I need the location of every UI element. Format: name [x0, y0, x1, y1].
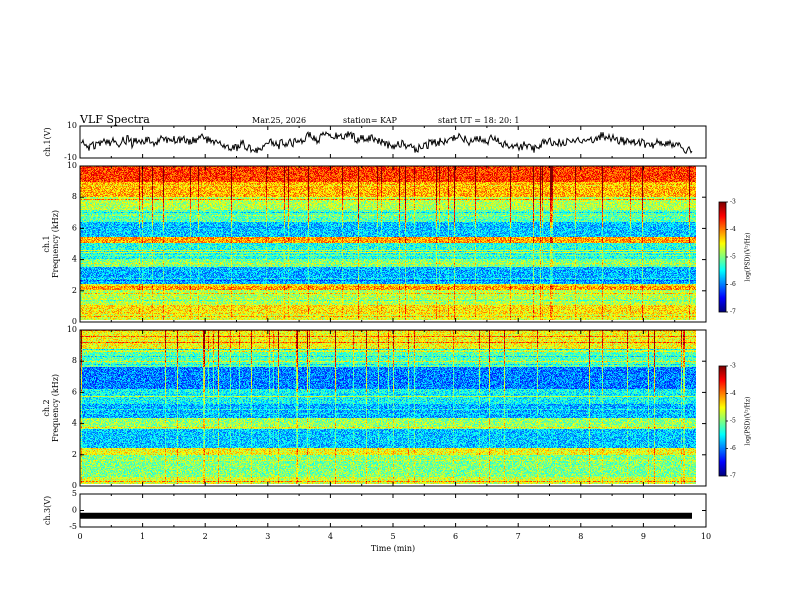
- ch1-spectrogram-ytick-label: 6: [72, 223, 77, 232]
- ch3-waveform-ylabel: ch.3(V): [43, 496, 52, 525]
- ch3-waveform-ytick-label: 0: [72, 506, 77, 515]
- ch2-spectrogram-colorbar-tick-label: -3: [730, 363, 736, 370]
- xtick-label: 7: [516, 532, 521, 541]
- xtick-label: 3: [265, 532, 270, 541]
- ch1-spectrogram-colorbar-label: log(PSD)(V²/Hz): [745, 233, 752, 282]
- xtick-label: 6: [453, 532, 458, 541]
- xtick-label: 1: [140, 532, 145, 541]
- ch1-spectrogram-ytick-label: 4: [72, 255, 77, 264]
- ch2-spectrogram-ytick-label: 4: [72, 419, 77, 428]
- xtick-label: 2: [203, 532, 208, 541]
- ch1-waveform-ytick-label: -10: [64, 153, 77, 162]
- ch3-waveform-ytick-label: 5: [72, 489, 77, 498]
- ch1-spectrogram-ytick-label: 8: [72, 192, 77, 201]
- ch1-spectrogram-colorbar-tick-label: -7: [730, 309, 736, 316]
- ch1-spectrogram-colorbar-tick-label: -4: [730, 226, 736, 233]
- ch2-spectrogram-ytick-label: 10: [67, 325, 77, 334]
- ch1-spectrogram-colorbar-tick-label: -5: [730, 254, 736, 261]
- ch1-spectrogram-ytick-label: 0: [72, 317, 77, 326]
- ch1-colorbar-image: [719, 202, 726, 312]
- ch1-spectrogram-image: [80, 166, 696, 320]
- start-time-label: start UT = 18: 20: 1: [438, 116, 520, 125]
- ch1-waveform-ylabel: ch.1(V): [43, 127, 52, 156]
- ch2-spectrogram-frame: [79, 329, 707, 487]
- xtick-label: 9: [641, 532, 646, 541]
- xaxis-label: Time (min): [371, 544, 415, 553]
- ch2-spectrogram-ytick-label: 0: [72, 481, 77, 490]
- ch1-spectrogram-frame: [79, 165, 707, 323]
- ch2-spectrogram-colorbar-tick-label: -7: [730, 473, 736, 480]
- figure-title: VLF Spectra: [80, 113, 150, 126]
- ch1-spectrogram-ylabel: Frequency (kHz): [51, 210, 60, 278]
- ch1-waveform-ytick-label: 10: [67, 121, 77, 130]
- ch2-spectrogram-ylabel: ch.2: [42, 399, 51, 416]
- xtick-label: 0: [77, 532, 82, 541]
- ch2-spectrogram-colorbar-tick-label: -4: [730, 390, 736, 397]
- ch1-spectrogram-colorbar-frame: [718, 201, 727, 313]
- date-label: Mar.25, 2026: [252, 116, 307, 125]
- xtick-label: 8: [578, 532, 583, 541]
- ch3-waveform-ytick-label: -5: [69, 522, 77, 531]
- xtick-label: 4: [328, 532, 333, 541]
- station-label: station= KAP: [343, 116, 397, 125]
- ch2-spectrogram-colorbar-tick-label: -6: [730, 445, 736, 452]
- ch3-waveform-frame: [79, 493, 707, 528]
- ch2-spectrogram-colorbar-label: log(PSD)(V²/Hz): [745, 397, 752, 446]
- ch1-spectrogram-ytick-label: 10: [67, 161, 77, 170]
- ch2-spectrogram-colorbar-tick-label: -5: [730, 418, 736, 425]
- ch2-spectrogram-ytick-label: 2: [72, 450, 77, 459]
- ch1-spectrogram-colorbar-tick-label: -6: [730, 281, 736, 288]
- ch1-waveform-frame: [79, 125, 707, 159]
- ch2-colorbar-image: [719, 366, 726, 476]
- ch2-spectrogram-ylabel: Frequency (kHz): [51, 374, 60, 442]
- ch1-spectrogram-ytick-label: 2: [72, 286, 77, 295]
- xtick-label: 10: [701, 532, 711, 541]
- ch2-spectrogram-colorbar-frame: [718, 365, 727, 477]
- xtick-label: 5: [390, 532, 395, 541]
- ch2-spectrogram-ytick-label: 8: [72, 356, 77, 365]
- ch1-waveform-trace: [80, 130, 693, 155]
- ch2-spectrogram-ytick-label: 6: [72, 387, 77, 396]
- ch1-spectrogram-ylabel: ch.1: [42, 235, 51, 252]
- ch2-spectrogram-image: [80, 330, 696, 484]
- ch1-spectrogram-colorbar-tick-label: -3: [730, 199, 736, 206]
